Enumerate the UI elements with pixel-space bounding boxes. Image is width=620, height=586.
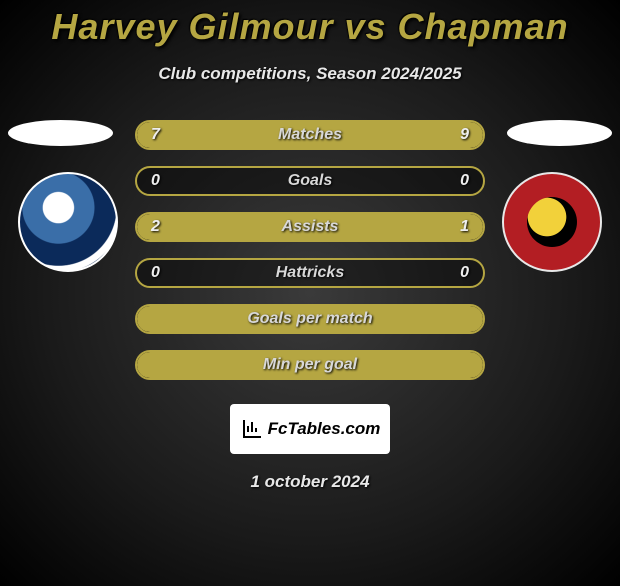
stat-value-left: 7 xyxy=(151,126,160,144)
stat-bar-right xyxy=(282,122,483,148)
stats-area: Matches79Goals00Assists21Hattricks00Goal… xyxy=(0,120,620,380)
stat-row: Min per goal xyxy=(135,350,485,380)
stat-bar-left xyxy=(137,214,369,240)
stat-row: Hattricks0 0 xyxy=(135,258,485,288)
comparison-title: Harvey Gilmour vs Chapman xyxy=(0,6,620,48)
stat-value-right: 1 xyxy=(460,218,469,236)
stat-row: Goals0 0 xyxy=(135,166,485,196)
stat-row: Goals per match xyxy=(135,304,485,334)
club-badge-left xyxy=(18,172,118,272)
stat-row: Matches79 xyxy=(135,120,485,150)
club-badge-right xyxy=(502,172,602,272)
watermark-text: FcTables.com xyxy=(268,419,381,439)
stat-row: Assists21 xyxy=(135,212,485,242)
stat-value-right: 0 xyxy=(460,264,469,282)
player-photo-right xyxy=(507,120,612,146)
stat-label: Hattricks xyxy=(137,264,483,282)
stat-bar-full xyxy=(137,306,483,332)
stat-value-left: 2 xyxy=(151,218,160,236)
stat-value-right: 9 xyxy=(460,126,469,144)
watermark-logo: FcTables.com xyxy=(230,404,390,454)
player-photo-left xyxy=(8,120,113,146)
snapshot-date: 1 october 2024 xyxy=(0,472,620,492)
stat-value-left: 0 xyxy=(151,172,160,190)
stat-value-left: 0 xyxy=(151,264,160,282)
stat-label: Goals xyxy=(137,172,483,190)
stat-value-right: 0 xyxy=(460,172,469,190)
chart-icon xyxy=(240,417,264,441)
stat-bar-full xyxy=(137,352,483,378)
comparison-subtitle: Club competitions, Season 2024/2025 xyxy=(0,64,620,84)
stat-rows: Matches79Goals00Assists21Hattricks00Goal… xyxy=(135,120,485,380)
